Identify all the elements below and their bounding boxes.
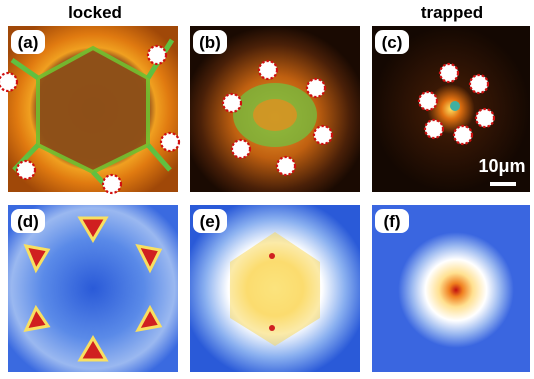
panel-label: (d) [17,212,39,231]
panel-label: (b) [199,33,221,52]
panel-label: (e) [200,212,221,231]
figure: locked trapped 10μm [0,0,534,379]
column-header: locked [68,3,122,22]
column-header: trapped [421,3,483,22]
scale-bar-label: 10μm [478,156,525,176]
panel-label: (f) [384,212,401,231]
panel-label: (c) [382,33,403,52]
panel-label: (a) [18,33,39,52]
